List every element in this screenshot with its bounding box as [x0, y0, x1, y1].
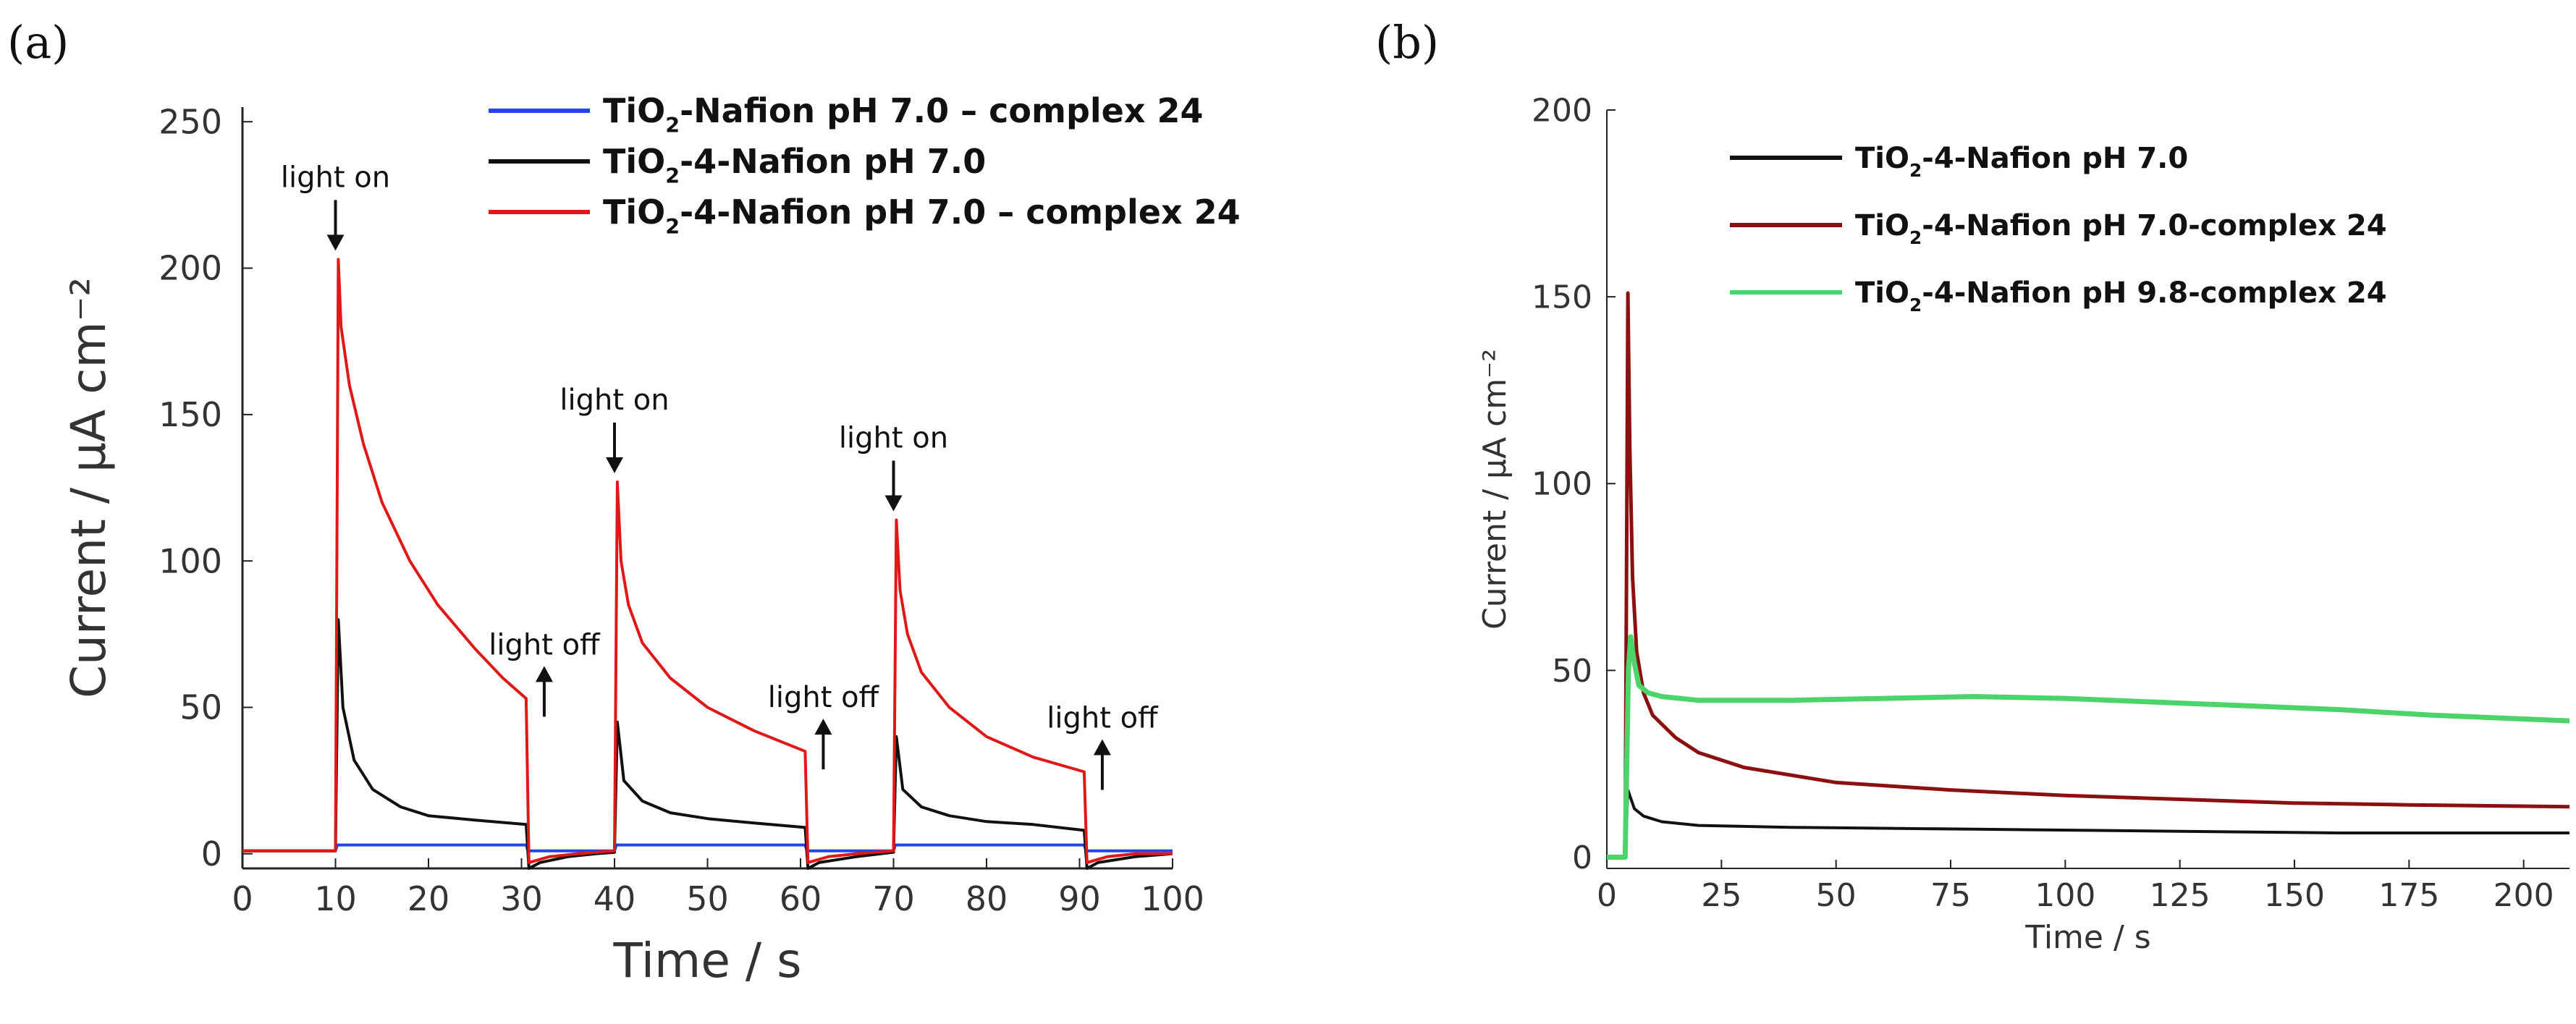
panel-label-b: (b)	[1375, 16, 1439, 69]
x-tick-label: 40	[594, 879, 636, 918]
y-tick-label: 100	[1532, 466, 1592, 503]
x-axis-title: Time / s	[2024, 919, 2150, 956]
annotation-label: light on	[281, 161, 390, 194]
x-tick-label: 175	[2378, 877, 2439, 914]
y-tick-label: 0	[1572, 839, 1592, 876]
annotation-label: light off	[1047, 701, 1159, 735]
x-tick-label: 50	[686, 879, 729, 918]
x-tick-label: 90	[1058, 879, 1101, 918]
y-tick-label: 100	[159, 541, 222, 580]
annotation-arrowhead	[1093, 739, 1111, 756]
series-line-3	[1607, 634, 2570, 860]
x-tick-label: 10	[314, 879, 357, 918]
x-tick-label: 80	[966, 879, 1008, 918]
annotation-arrowhead	[326, 234, 345, 251]
annotation-arrowhead	[606, 457, 623, 473]
annotation-arrowhead	[884, 495, 903, 512]
series-line-1	[242, 843, 1173, 852]
y-tick-label: 200	[1532, 92, 1592, 129]
x-tick-label: 125	[2150, 877, 2210, 914]
legend-entry: TiO2-4-Nafion pH 9.8-complex 24	[1855, 276, 2387, 316]
y-tick-label: 150	[159, 395, 222, 434]
y-tick-label: 250	[159, 102, 222, 141]
series-line-2	[242, 618, 1173, 870]
chart-b: 0 25 50 75 100 125 150 175 200 0 50 100 150 200 Time /…	[1477, 92, 2570, 956]
x-tick-label: 60	[780, 879, 822, 918]
y-tick-label: 50	[180, 688, 222, 727]
x-tick-label: 100	[2035, 877, 2095, 914]
x-tick-label: 25	[1701, 877, 1741, 914]
x-tick-label: 100	[1141, 879, 1204, 918]
x-tick-label: 150	[2264, 877, 2325, 914]
chart-a: 0 10 20 30 40 50 60 70 80 90 100 0 50 100 150 200 250 Tim…	[61, 91, 1241, 989]
annotation-arrowhead	[535, 666, 553, 682]
y-tick-label: 50	[1552, 653, 1592, 690]
x-tick-label: 75	[1930, 877, 1971, 914]
series-line-3	[242, 258, 1173, 864]
x-tick-label: 70	[872, 879, 915, 918]
x-tick-label: 200	[2493, 877, 2554, 914]
y-axis-title: Current / µA cm⁻²	[61, 277, 117, 698]
annotation-label: light on	[839, 422, 948, 455]
annotation-arrowhead	[814, 719, 832, 735]
panel-label-a: (a)	[7, 16, 69, 69]
y-tick-label: 200	[159, 249, 222, 288]
x-tick-label: 30	[500, 879, 543, 918]
x-axis-title: Time / s	[612, 933, 801, 989]
x-tick-label: 50	[1816, 877, 1857, 914]
y-tick-label: 150	[1532, 279, 1592, 316]
annotation-label: light off	[768, 681, 880, 714]
series-line-2	[1607, 291, 2570, 859]
y-tick-label: 0	[201, 834, 222, 873]
y-axis-title: Current / µA cm⁻²	[1477, 349, 1513, 630]
legend-entry: TiO2-4-Nafion pH 7.0 – complex 24	[603, 192, 1241, 239]
series-line-1	[1607, 788, 2569, 859]
legend-entry: TiO2-Nafion pH 7.0 – complex 24	[603, 91, 1204, 137]
x-tick-label: 0	[232, 879, 253, 918]
legend-entry: TiO2-4-Nafion pH 7.0-complex 24	[1855, 209, 2387, 248]
annotation-label: light off	[489, 628, 601, 661]
legend-entry: TiO2-4-Nafion pH 7.0	[1855, 142, 2188, 181]
annotation-label: light on	[559, 384, 669, 417]
legend-entry: TiO2-4-Nafion pH 7.0	[603, 142, 986, 188]
x-tick-label: 0	[1597, 877, 1617, 914]
x-tick-label: 20	[407, 879, 450, 918]
